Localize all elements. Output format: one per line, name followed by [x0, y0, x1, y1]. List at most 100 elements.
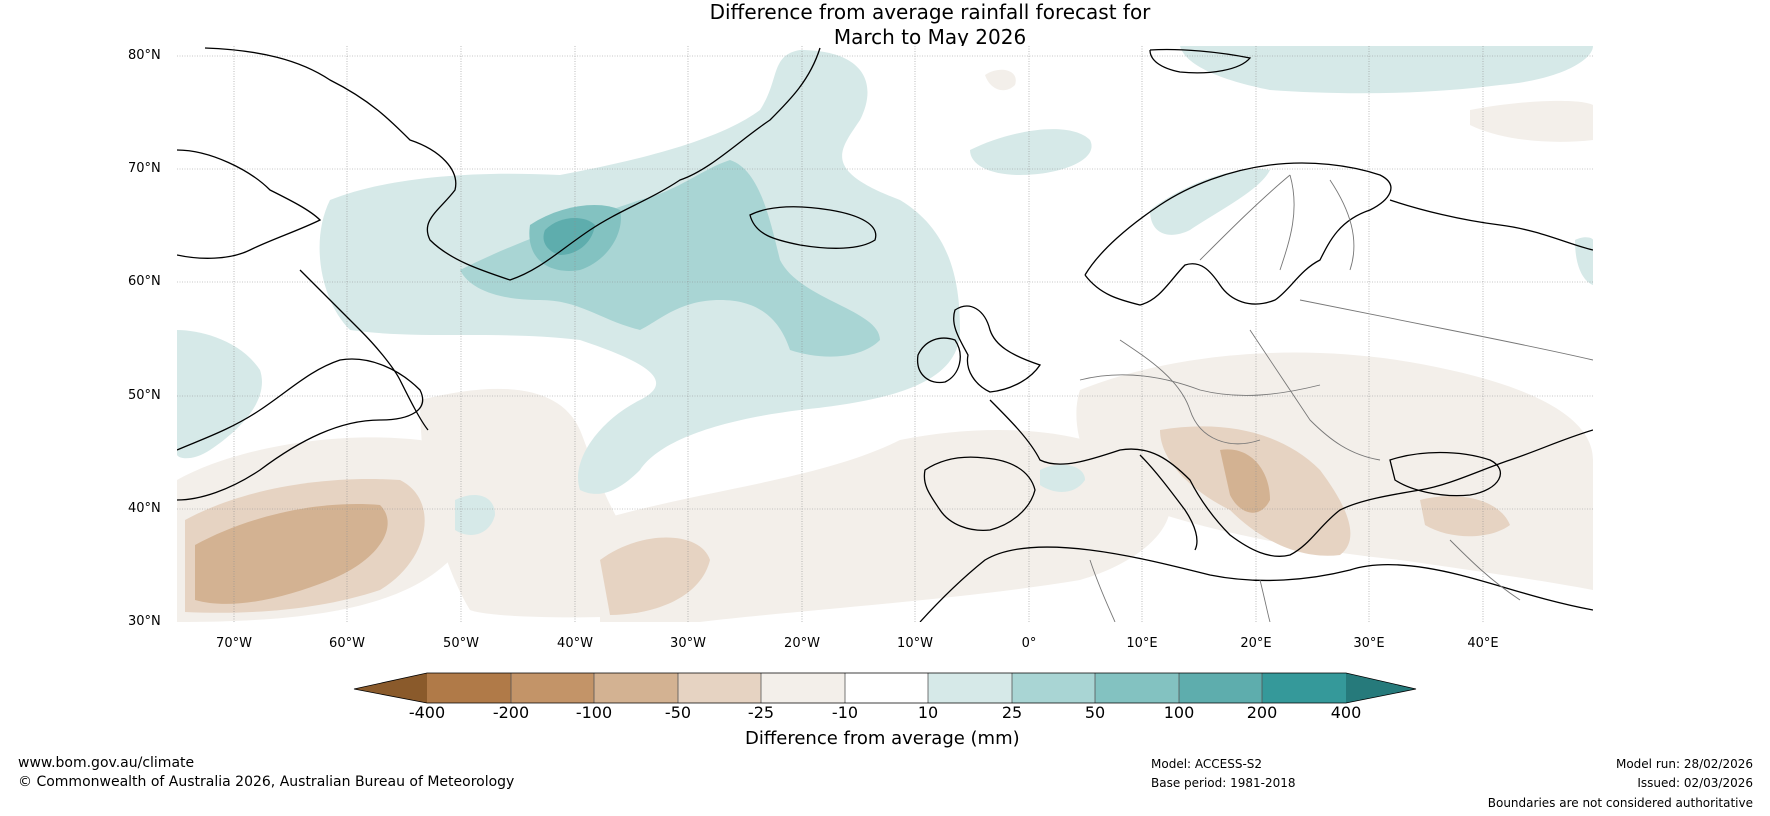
coast-black-sea — [1389, 451, 1502, 497]
lon-label-20w: 20°W — [784, 636, 820, 651]
colorbar-bin-7 — [928, 673, 1012, 703]
border-north-africa-2 — [1259, 579, 1271, 622]
lat-label-40n: 40°N — [128, 501, 161, 516]
coast-iceland — [749, 206, 877, 249]
coast-britain — [953, 305, 1042, 393]
colorbar-outline — [353, 672, 1417, 704]
wet-region-arctic-east — [1180, 46, 1593, 94]
footer-issued: Issued: 02/03/2026 — [1637, 776, 1753, 790]
wetter-anomaly-regions — [177, 46, 1593, 535]
footer-website: www.bom.gov.au/climate — [18, 755, 195, 771]
lon-label-70w: 70°W — [216, 636, 252, 651]
wet-region-mediterranean — [1040, 464, 1085, 492]
lon-label-30e: 30°E — [1353, 636, 1385, 651]
colorbar-bin-10 — [1179, 673, 1262, 703]
dry-region-arctic-central — [985, 69, 1016, 91]
coast-svalbard — [1149, 48, 1252, 74]
coast-north-africa — [919, 546, 1593, 622]
colorbar-tick-50: 50 — [1084, 703, 1106, 722]
lat-label-60n: 60°N — [128, 274, 161, 289]
coast-ireland — [917, 337, 961, 384]
footer-copyright: © Commonwealth of Australia 2026, Austra… — [18, 774, 515, 790]
wet-region-irminger — [460, 160, 880, 357]
coast-europe — [989, 399, 1593, 557]
colorbar-extend-low — [354, 673, 427, 703]
dry-region-balkans-core — [1220, 449, 1270, 513]
colorbar-tick-minus-200: -200 — [492, 703, 530, 722]
lon-label-40e: 40°E — [1467, 636, 1499, 651]
footer-boundaries-note: Boundaries are not considered authoritat… — [1487, 796, 1753, 810]
coastlines — [177, 47, 1593, 622]
colorbar-tick-400: 400 — [1330, 703, 1362, 722]
border-sweden-finland — [1279, 174, 1295, 271]
dry-region-west-atlantic-core — [195, 504, 388, 604]
footer-model-run: Model run: 28/02/2026 — [1615, 757, 1753, 771]
border-finland-russia — [1329, 179, 1355, 271]
colorbar-tick-25: 25 — [1001, 703, 1023, 722]
border-eastern-europe — [1299, 299, 1593, 361]
border-norway-sweden — [1199, 174, 1291, 261]
colorbar-bin-2 — [511, 673, 594, 703]
colorbar-tick-minus-10: -10 — [831, 703, 859, 722]
colorbar-bin-11 — [1262, 673, 1346, 703]
dry-region-black-sea — [1420, 496, 1510, 537]
coast-greenland — [204, 47, 821, 281]
colorbar-tick-minus-400: -400 — [408, 703, 446, 722]
lat-label-50n: 50°N — [128, 388, 161, 403]
colorbar-extend-high — [1346, 673, 1416, 703]
coast-iberia — [923, 456, 1036, 531]
lon-label-0: 0° — [1021, 636, 1037, 651]
coast-labrador — [177, 358, 424, 501]
colorbar-separators — [510, 673, 1263, 703]
lon-label-40w: 40°W — [557, 636, 593, 651]
footer-model: Model: ACCESS-S2 — [1151, 757, 1263, 771]
colorbar-tick-100: 100 — [1163, 703, 1195, 722]
wet-region-azores — [455, 495, 495, 535]
wet-region-labrador — [177, 330, 262, 459]
lon-label-10w: 10°W — [897, 636, 933, 651]
chart-title: Difference from average rainfall forecas… — [0, 0, 1770, 50]
colorbar-bin-3 — [594, 673, 678, 703]
colorbar-tick-minus-50: -50 — [664, 703, 692, 722]
wet-region-denmark-strait-core — [543, 218, 595, 255]
colorbar-tick-minus-100: -100 — [575, 703, 613, 722]
coast-scandinavia — [1084, 162, 1392, 306]
lon-label-60w: 60°W — [329, 636, 365, 651]
footer-base-period: Base period: 1981-2018 — [1151, 776, 1296, 790]
coast-white-sea — [1389, 199, 1593, 251]
colorbar-bin-8 — [1012, 673, 1095, 703]
lat-label-30n: 30°N — [128, 614, 161, 629]
coast-newfoundland-east — [299, 269, 429, 431]
border-central-europe-2 — [1119, 339, 1261, 445]
lon-label-20e: 20°E — [1240, 636, 1272, 651]
coast-baffin — [177, 149, 322, 259]
border-central-europe-1 — [1079, 374, 1321, 396]
colorbar-bin-6 — [845, 673, 928, 703]
border-north-africa — [1089, 559, 1116, 622]
colorbar-label: Difference from average (mm) — [745, 728, 1020, 749]
lat-label-80n: 80°N — [128, 48, 161, 63]
colorbar-bin-9 — [1095, 673, 1179, 703]
colorbar-bin-4 — [678, 673, 761, 703]
dry-region-subtropics-core — [600, 537, 710, 615]
colorbar-tick-minus-25: -25 — [747, 703, 775, 722]
wet-region-north-sea — [970, 129, 1092, 175]
colorbar-bin-5 — [761, 673, 845, 703]
dry-region-arctic-east — [1470, 100, 1593, 142]
coast-italy — [1139, 454, 1198, 551]
drier-anomaly-regions — [177, 69, 1593, 622]
colorbar-tick-10: 10 — [917, 703, 939, 722]
border-central-europe-3 — [1249, 329, 1381, 461]
title-line-1: Difference from average rainfall forecas… — [709, 0, 1151, 24]
colorbar-bin-1 — [427, 673, 511, 703]
border-middle-east — [1449, 539, 1521, 601]
lat-label-70n: 70°N — [128, 161, 161, 176]
country-borders — [1079, 174, 1593, 622]
dry-region-subtropics — [600, 430, 1171, 622]
lon-label-50w: 50°W — [443, 636, 479, 651]
title-line-2: March to May 2026 — [833, 25, 1027, 49]
colorbar-tick-200: 200 — [1246, 703, 1278, 722]
wet-region-scandinavia-coast — [1150, 169, 1270, 235]
